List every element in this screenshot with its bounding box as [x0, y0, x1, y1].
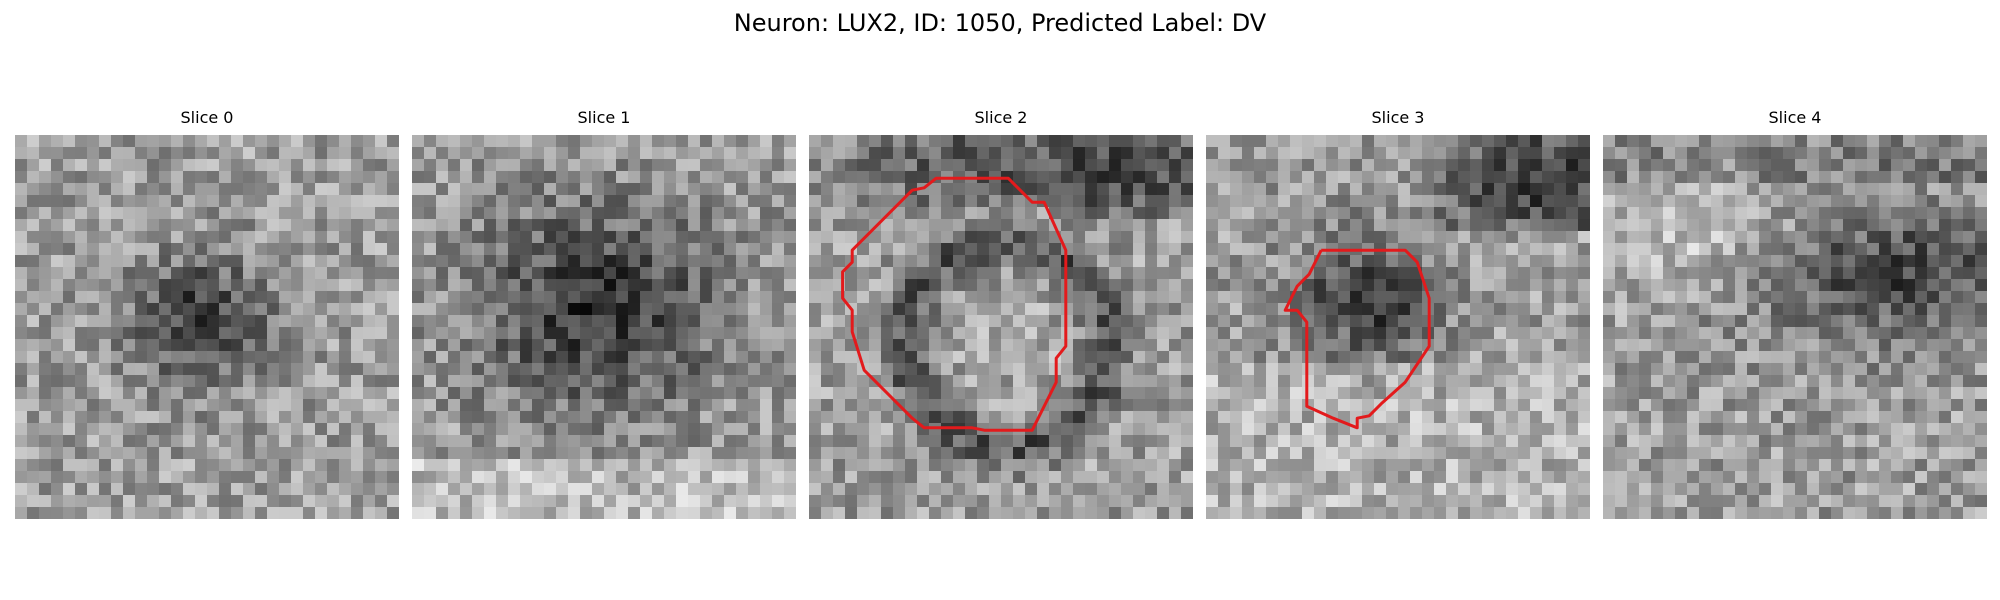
- pixel-grid: [809, 135, 1193, 519]
- slice-panel-4: Slice 4: [1603, 108, 1987, 519]
- slice-panel-3: Slice 3: [1206, 108, 1590, 519]
- slice-title-3: Slice 3: [1206, 108, 1590, 128]
- pixel-grid: [1206, 135, 1590, 519]
- slice-image-1: [412, 135, 796, 519]
- slice-image-2: [809, 135, 1193, 519]
- pixel-grid: [15, 135, 399, 519]
- slice-panel-2: Slice 2: [809, 108, 1193, 519]
- slice-image-3: [1206, 135, 1590, 519]
- slice-panel-1: Slice 1: [412, 108, 796, 519]
- slice-image-0: [15, 135, 399, 519]
- slice-title-0: Slice 0: [15, 108, 399, 128]
- slice-title-4: Slice 4: [1603, 108, 1987, 128]
- slice-image-4: [1603, 135, 1987, 519]
- slice-title-1: Slice 1: [412, 108, 796, 128]
- pixel-grid: [412, 135, 796, 519]
- pixel-grid: [1603, 135, 1987, 519]
- slice-panel-0: Slice 0: [15, 108, 399, 519]
- slice-title-2: Slice 2: [809, 108, 1193, 128]
- figure-title: Neuron: LUX2, ID: 1050, Predicted Label:…: [0, 8, 2000, 38]
